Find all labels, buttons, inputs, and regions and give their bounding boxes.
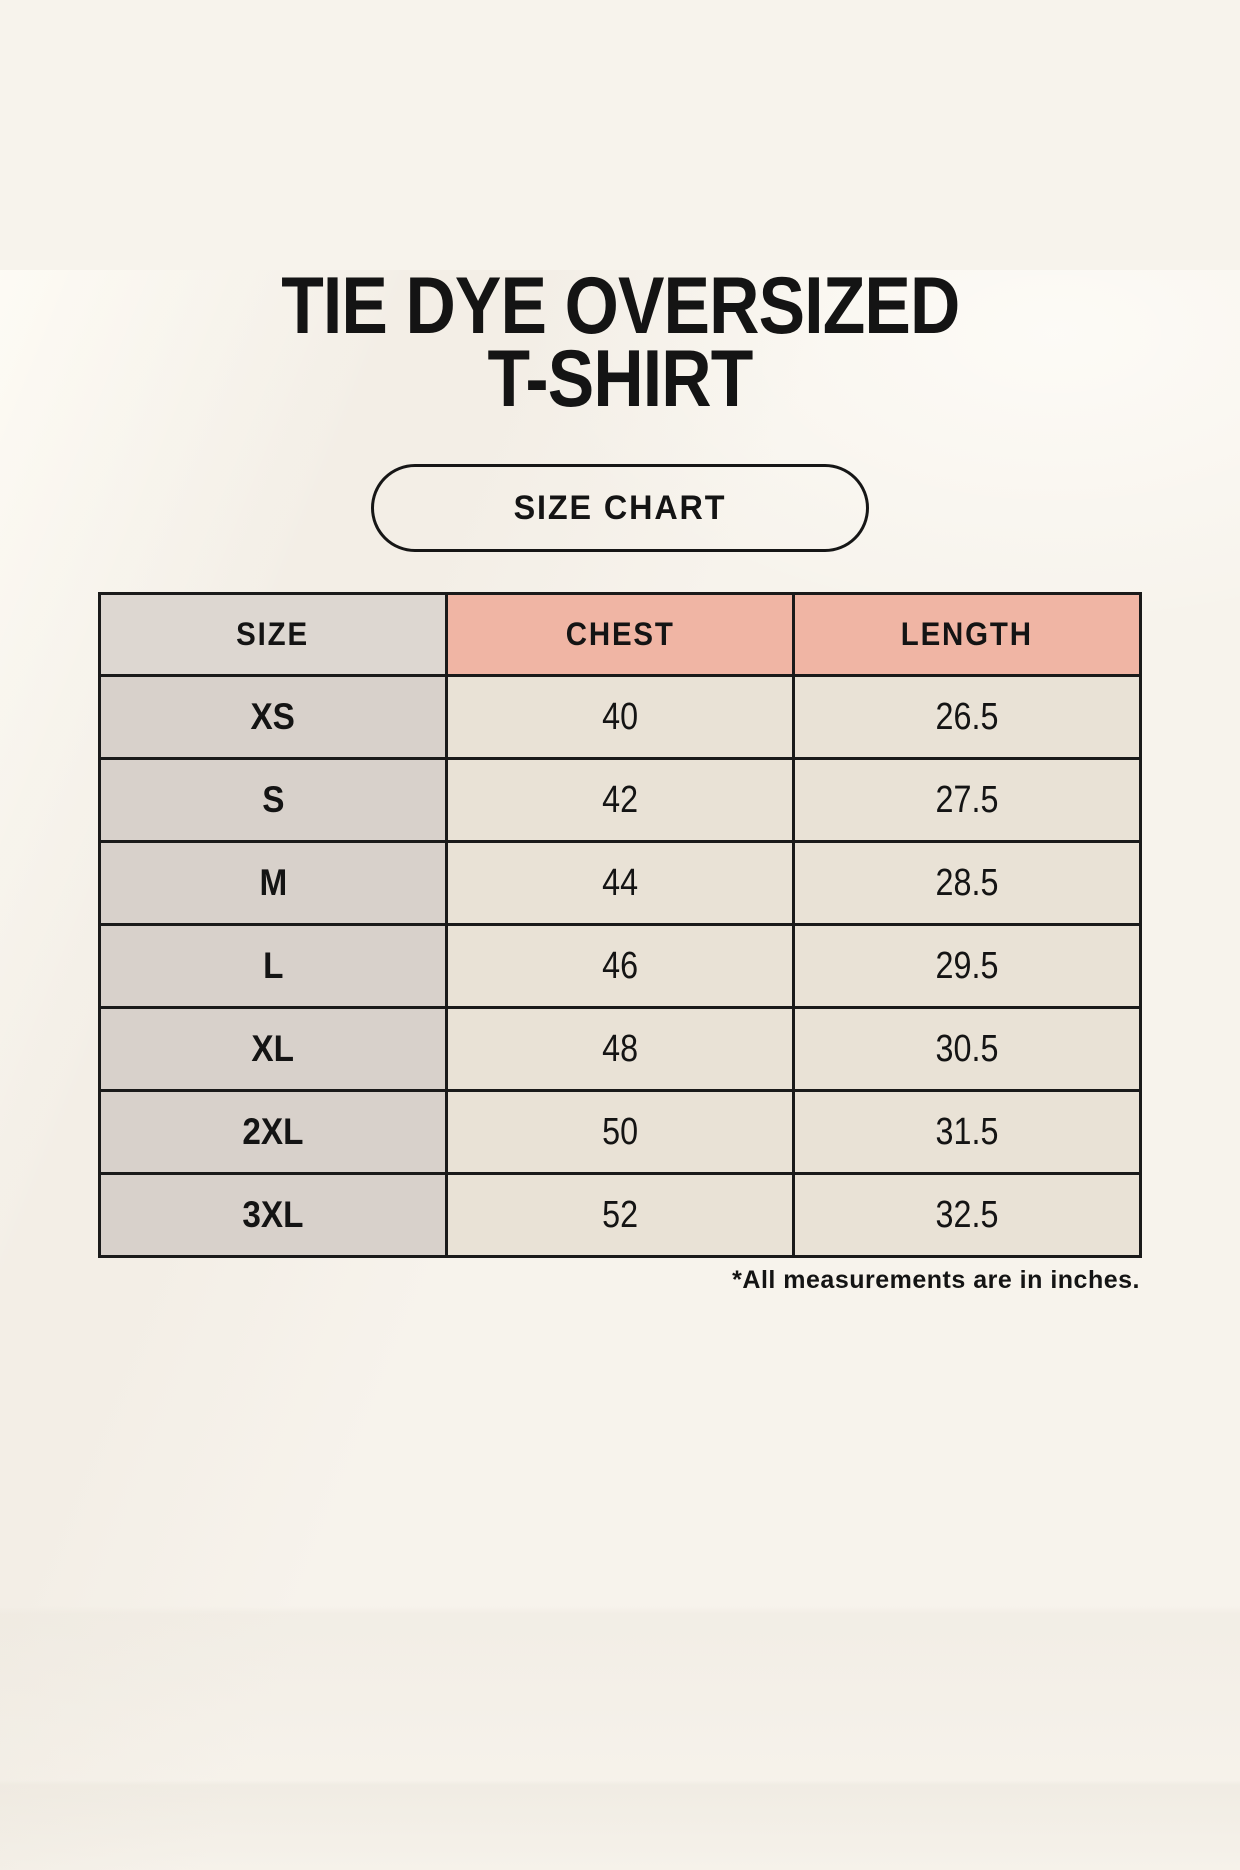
size-cell: 2XL xyxy=(98,1089,448,1175)
header-chest: CHEST xyxy=(445,592,795,677)
size-cell: L xyxy=(98,923,448,1009)
size-chart-page: TIE DYE OVERSIZED T-SHIRT SIZE CHART SIZ… xyxy=(0,261,1240,1295)
size-cell: M xyxy=(98,840,448,926)
length-cell: 31.5 xyxy=(792,1089,1142,1175)
chest-cell: 46 xyxy=(445,923,795,1009)
size-cell: XL xyxy=(98,1006,448,1092)
table-row: L 46 29.5 xyxy=(98,923,1142,1009)
table-row: XL 48 30.5 xyxy=(98,1006,1142,1092)
size-chart-badge-label: SIZE CHART xyxy=(513,488,727,527)
length-cell: 32.5 xyxy=(792,1172,1142,1258)
chest-cell: 48 xyxy=(445,1006,795,1092)
length-cell: 30.5 xyxy=(792,1006,1142,1092)
table-row: XS 40 26.5 xyxy=(98,674,1142,760)
header-size: SIZE xyxy=(98,592,448,677)
measurements-footnote: *All measurements are in inches. xyxy=(732,1266,1140,1294)
table-row: 2XL 50 31.5 xyxy=(98,1089,1142,1175)
header-size-label: SIZE xyxy=(236,616,310,652)
chest-cell: 40 xyxy=(445,674,795,760)
size-chart-table: SIZE CHEST LENGTH XS 40 26.5 S 42 27.5 M… xyxy=(98,592,1142,1258)
chest-cell: 42 xyxy=(445,757,795,843)
length-cell: 28.5 xyxy=(792,840,1142,926)
header-length: LENGTH xyxy=(792,592,1142,677)
size-cell: XS xyxy=(98,674,448,760)
chest-cell: 52 xyxy=(445,1172,795,1258)
header-chest-label: CHEST xyxy=(565,616,675,652)
size-cell: S xyxy=(98,757,448,843)
length-cell: 29.5 xyxy=(792,923,1142,1009)
chest-cell: 50 xyxy=(445,1089,795,1175)
size-cell: 3XL xyxy=(98,1172,448,1258)
table-row: S 42 27.5 xyxy=(98,757,1142,843)
length-cell: 27.5 xyxy=(792,757,1142,843)
header-length-label: LENGTH xyxy=(900,616,1034,652)
page-title-line2: T-SHIRT xyxy=(487,334,754,424)
chest-cell: 44 xyxy=(445,840,795,926)
size-chart-badge: SIZE CHART xyxy=(371,464,869,552)
table-header-row: SIZE CHEST LENGTH xyxy=(98,592,1142,677)
page-title: TIE DYE OVERSIZED T-SHIRT xyxy=(0,261,1240,424)
length-cell: 26.5 xyxy=(792,674,1142,760)
page-title-line1: TIE DYE OVERSIZED xyxy=(280,261,960,351)
table-row: M 44 28.5 xyxy=(98,840,1142,926)
table-row: 3XL 52 32.5 xyxy=(98,1172,1142,1258)
